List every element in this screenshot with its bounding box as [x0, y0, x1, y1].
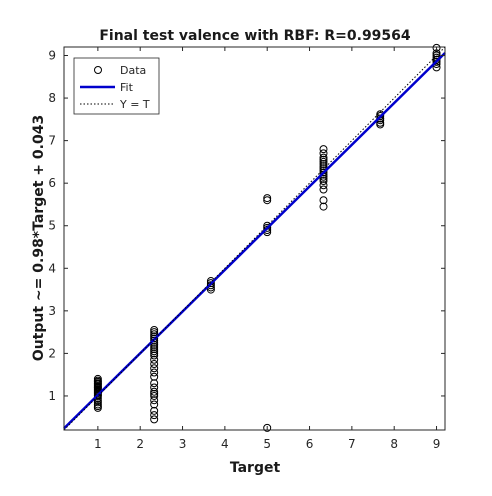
x-tick-label: 6: [306, 437, 314, 451]
y-tick-label: 8: [48, 91, 56, 105]
data-point: [150, 383, 159, 392]
legend-label-identity: Y = T: [119, 98, 150, 111]
data-point: [263, 196, 272, 205]
data-point: [376, 114, 385, 123]
data-point: [150, 340, 159, 349]
x-tick-label: 5: [263, 437, 271, 451]
data-point: [93, 400, 102, 409]
y-tick-label: 3: [48, 304, 56, 318]
data-point: [263, 194, 272, 203]
data-point: [432, 63, 441, 72]
data-point: [150, 360, 159, 369]
data-point: [319, 202, 328, 211]
data-point: [150, 372, 159, 381]
y-axis-ticks: 1 2 3 4 5 6 7 8 9: [48, 49, 445, 403]
x-axis-ticks: 1 2 3 4 5 6 7 8 9: [94, 47, 440, 451]
data-point: [150, 349, 159, 358]
data-point: [319, 181, 328, 190]
x-tick-label: 7: [348, 437, 356, 451]
data-point: [150, 391, 159, 400]
marks-layer: [63, 43, 446, 432]
y-tick-label: 5: [48, 219, 56, 233]
data-point: [150, 345, 159, 354]
data-point: [263, 423, 272, 432]
x-tick-label: 4: [221, 437, 229, 451]
data-point: [150, 379, 159, 388]
y-axis-label: Output ~= 0.98*Target + 0.043: [31, 115, 47, 361]
data-point: [150, 368, 159, 377]
y-tick-label: 1: [48, 389, 56, 403]
data-point: [319, 145, 328, 154]
data-point: [319, 153, 328, 162]
y-tick-label: 2: [48, 346, 56, 360]
identity-line: [63, 46, 446, 431]
legend-label-fit: Fit: [120, 81, 134, 94]
data-point: [150, 355, 159, 364]
data-point: [150, 343, 159, 352]
data-point: [319, 157, 328, 166]
data-point: [319, 149, 328, 158]
data-point: [150, 328, 159, 337]
data-point: [150, 364, 159, 373]
plot-frame: [63, 46, 446, 431]
x-tick-label: 3: [179, 437, 187, 451]
data-point: [150, 396, 159, 405]
data-point: [432, 57, 441, 66]
data-point: [319, 174, 328, 183]
y-tick-label: 7: [48, 134, 56, 148]
x-tick-label: 2: [136, 437, 144, 451]
y-tick-label: 9: [48, 49, 56, 63]
data-point: [206, 285, 215, 294]
data-point: [150, 387, 159, 396]
chart-title: Final test valence with RBF: R=0.99564: [99, 28, 411, 44]
data-point: [150, 351, 159, 360]
data-point: [150, 336, 159, 345]
x-tick-label: 8: [390, 437, 398, 451]
y-tick-label: 4: [48, 261, 56, 275]
data-point: [319, 177, 328, 186]
data-point: [150, 347, 159, 356]
y-tick-label: 6: [48, 176, 56, 190]
data-point: [150, 411, 159, 420]
data-point: [93, 374, 102, 383]
data-point: [150, 330, 159, 339]
data-point: [319, 155, 328, 164]
legend-data-marker: [94, 66, 102, 74]
legend-label-data: Data: [120, 64, 146, 77]
data-point: [263, 223, 272, 232]
data-point: [319, 185, 328, 194]
legend: Data Fit Y = T: [73, 57, 160, 115]
fit-line: [63, 52, 446, 430]
data-point: [150, 406, 159, 415]
data-point: [319, 160, 328, 169]
data-point: [150, 325, 159, 334]
data-point: [432, 43, 441, 52]
data-point: [432, 55, 441, 64]
data-point: [319, 196, 328, 205]
data-point: [432, 51, 441, 60]
data-point: [150, 415, 159, 424]
data-point: [150, 400, 159, 409]
x-tick-label: 1: [94, 437, 102, 451]
x-tick-label: 9: [433, 437, 441, 451]
data-point: [150, 389, 159, 398]
x-axis-label: Target: [230, 460, 281, 476]
data-point: [150, 334, 159, 343]
data-point: [206, 279, 215, 288]
